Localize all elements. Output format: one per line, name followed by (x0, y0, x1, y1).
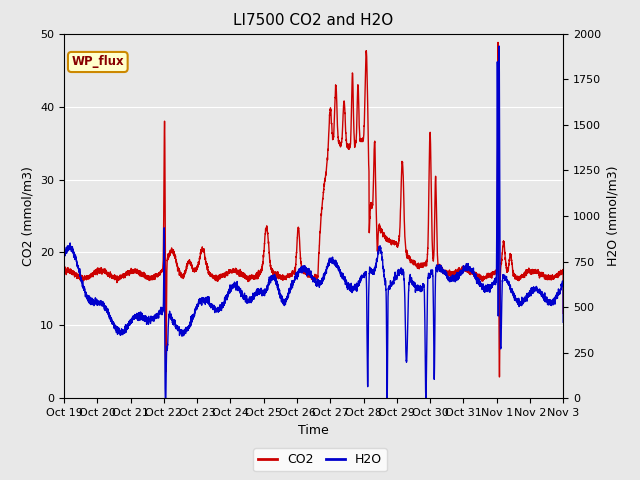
Y-axis label: CO2 (mmol/m3): CO2 (mmol/m3) (22, 166, 35, 266)
Title: LI7500 CO2 and H2O: LI7500 CO2 and H2O (234, 13, 394, 28)
X-axis label: Time: Time (298, 424, 329, 437)
Text: WP_flux: WP_flux (72, 56, 124, 69)
Legend: CO2, H2O: CO2, H2O (253, 448, 387, 471)
Y-axis label: H2O (mmol/m3): H2O (mmol/m3) (607, 166, 620, 266)
